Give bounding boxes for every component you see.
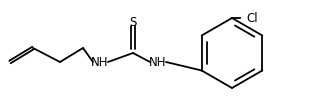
Text: NH: NH <box>149 56 167 68</box>
Text: S: S <box>129 16 137 28</box>
Text: NH: NH <box>91 56 109 68</box>
Text: Cl: Cl <box>246 11 258 25</box>
